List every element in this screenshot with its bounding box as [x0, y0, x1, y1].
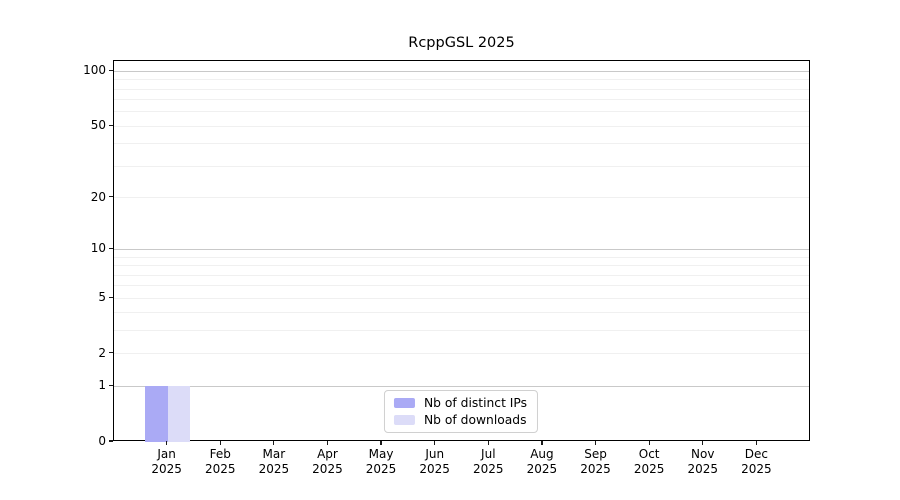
y-tick-mark	[109, 296, 113, 298]
y-tick-mark	[109, 69, 113, 71]
minor-gridline	[114, 88, 809, 90]
x-tick-mark	[755, 441, 757, 445]
y-axis-tick-label: 1	[98, 378, 106, 393]
x-axis-tick-label: Sep 2025	[580, 447, 611, 476]
minor-gridline	[114, 143, 809, 145]
x-axis-tick-label: Jan 2025	[151, 447, 182, 476]
minor-gridline	[114, 79, 809, 81]
legend-item: Nb of distinct IPs	[393, 396, 528, 410]
x-tick-mark	[487, 441, 489, 445]
legend-label: Nb of distinct IPs	[423, 396, 528, 410]
y-tick-mark	[109, 247, 113, 250]
legend-swatch-icon	[393, 415, 415, 425]
minor-gridline	[114, 111, 809, 113]
y-tick-mark	[109, 384, 113, 386]
minor-gridline	[114, 297, 809, 299]
x-axis-tick-label: Jul 2025	[473, 447, 504, 476]
minor-gridline	[114, 265, 809, 267]
legend: Nb of distinct IPs Nb of downloads	[383, 390, 539, 433]
legend-item: Nb of downloads	[393, 413, 527, 427]
chart-title: RcppGSL 2025	[408, 35, 515, 51]
bar	[145, 386, 168, 442]
x-axis-tick-label: Jun 2025	[419, 447, 450, 476]
y-tick-mark	[109, 195, 113, 198]
major-gridline	[114, 70, 809, 72]
y-tick-mark	[109, 124, 113, 126]
minor-gridline	[114, 353, 809, 355]
x-tick-mark	[380, 441, 382, 445]
x-tick-mark	[273, 441, 275, 445]
y-axis-tick-label: 10	[90, 241, 106, 256]
x-tick-mark	[594, 441, 597, 445]
minor-gridline	[114, 125, 809, 127]
minor-gridline	[114, 285, 809, 287]
major-gridline	[114, 248, 809, 250]
x-tick-mark	[648, 441, 650, 445]
minor-gridline	[114, 330, 809, 332]
legend-swatch-icon	[393, 398, 415, 408]
x-tick-mark	[219, 441, 221, 445]
minor-gridline	[114, 99, 809, 101]
x-tick-mark	[541, 441, 543, 445]
minor-gridline	[114, 197, 809, 199]
x-axis-tick-label: Oct 2025	[633, 447, 665, 476]
x-tick-mark	[702, 441, 704, 445]
y-tick-mark	[109, 352, 113, 354]
y-axis-tick-label: 2	[98, 345, 106, 360]
x-axis-tick-label: Nov 2025	[687, 447, 719, 476]
y-axis-tick-label: 50	[90, 118, 106, 133]
x-tick-mark	[326, 441, 329, 445]
x-axis-tick-label: Aug 2025	[526, 447, 558, 476]
y-axis-tick-label: 5	[98, 290, 106, 305]
major-gridline	[114, 385, 809, 387]
x-tick-mark	[166, 441, 168, 445]
y-axis-tick-label: 20	[90, 189, 106, 204]
x-axis-tick-label: Dec 2025	[741, 447, 772, 476]
bar	[167, 386, 191, 442]
legend-label: Nb of downloads	[423, 413, 527, 427]
x-axis-tick-label: May 2025	[365, 447, 397, 476]
plot-area	[113, 60, 810, 442]
x-tick-mark	[434, 441, 436, 445]
minor-gridline	[114, 274, 809, 276]
minor-gridline	[114, 165, 809, 167]
x-axis-tick-label: Apr 2025	[312, 447, 343, 476]
y-axis-tick-label: 0	[98, 434, 106, 448]
y-tick-mark	[109, 440, 113, 442]
minor-gridline	[114, 256, 809, 258]
x-axis-tick-label: Feb 2025	[204, 447, 236, 476]
x-axis-tick-label: Mar 2025	[258, 447, 290, 476]
minor-gridline	[114, 312, 809, 314]
y-axis-tick-label: 100	[83, 63, 106, 78]
